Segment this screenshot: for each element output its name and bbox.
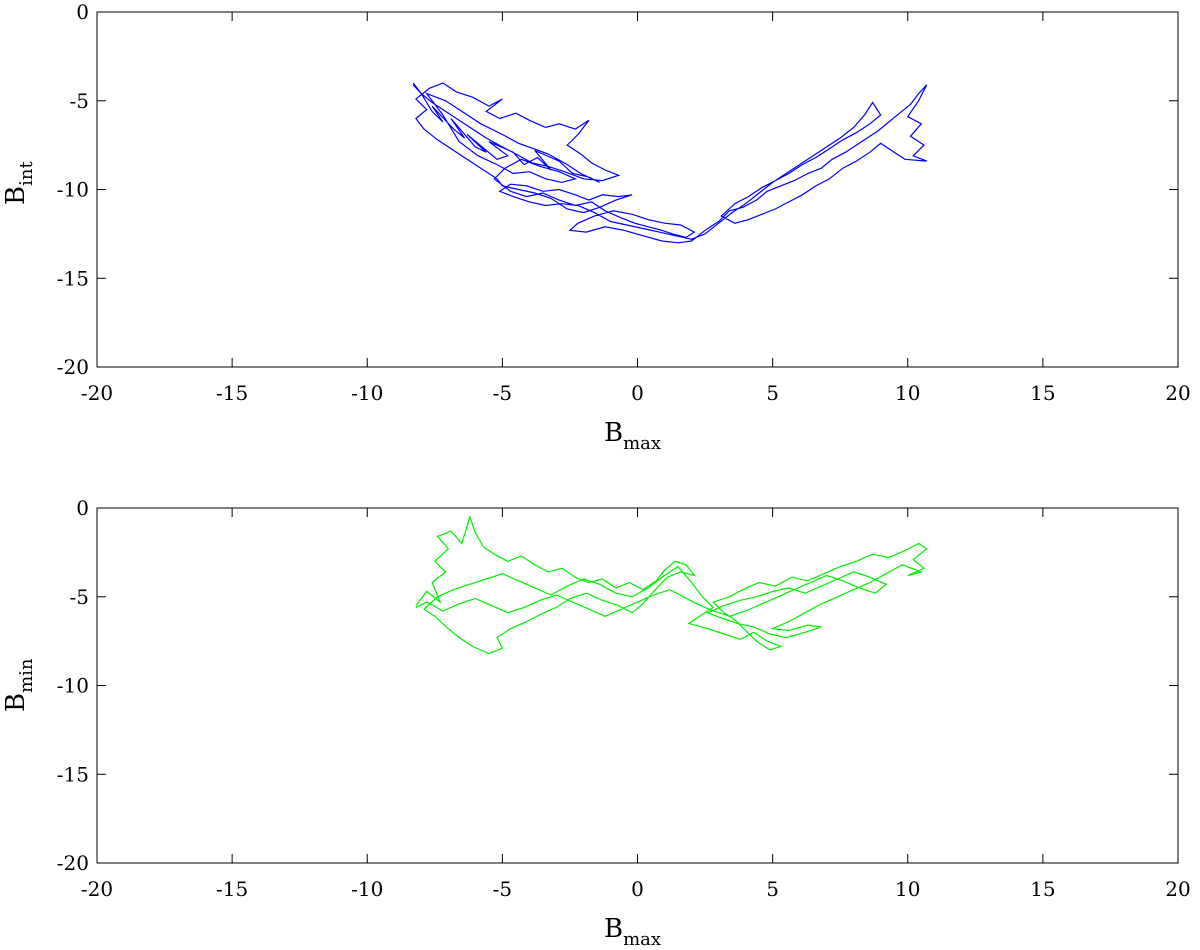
y-tick-label: 0 [76, 496, 89, 520]
x-ticks-bottom: -20 -15 -10 -5 0 5 10 15 20 [81, 508, 1191, 901]
x-axis-label-bottom: Bmax [604, 914, 661, 950]
x-tick-label: 5 [766, 381, 779, 405]
x-tick-label: 5 [766, 877, 779, 901]
x-tick-label: -15 [216, 877, 248, 901]
y-tick-label: -20 [57, 355, 89, 379]
x-tick-label: -5 [493, 877, 512, 901]
y-axis-label-bottom: Bmin [1, 658, 37, 712]
y-ticks-top: 0 -5 -10 -15 -20 [57, 0, 1178, 379]
chart-bottom: 0 -5 -10 -15 -20 -20 -15 -10 -5 0 5 10 15 20 Bmax Bm… [1, 496, 1191, 950]
x-ticks-top: -20 -15 -10 -5 0 5 10 15 20 [81, 12, 1191, 405]
x-tick-label: 20 [1165, 381, 1190, 405]
x-tick-label: 0 [631, 877, 644, 901]
x-tick-label: 0 [631, 381, 644, 405]
x-tick-label: 10 [895, 877, 920, 901]
y-ticks-bottom: 0 -5 -10 -15 -20 [57, 496, 1178, 875]
x-tick-label: 15 [1030, 381, 1055, 405]
x-tick-label: -5 [493, 381, 512, 405]
chart-top: 0 -5 -10 -15 -20 -20 -15 -10 -5 0 5 10 15 20 Bmax Bi… [1, 0, 1191, 454]
plot-frame-bottom [96, 507, 1179, 864]
x-tick-label: 15 [1030, 877, 1055, 901]
x-tick-label: 20 [1165, 877, 1190, 901]
y-axis-label-top: Bint [1, 161, 37, 205]
y-tick-label: -5 [70, 585, 89, 609]
y-tick-label: -15 [57, 762, 89, 786]
y-tick-label: -10 [57, 674, 89, 698]
x-tick-label: -10 [351, 877, 383, 901]
y-tick-label: -5 [70, 89, 89, 113]
x-axis-label-top: Bmax [604, 418, 661, 454]
y-tick-label: 0 [76, 0, 89, 24]
x-tick-label: -20 [81, 381, 113, 405]
x-tick-label: -20 [81, 877, 113, 901]
y-tick-label: -20 [57, 851, 89, 875]
x-tick-label: -10 [351, 381, 383, 405]
y-tick-label: -10 [57, 178, 89, 202]
data-trace-bmin [415, 514, 928, 655]
plot-frame-top [96, 11, 1179, 368]
x-tick-label: -15 [216, 381, 248, 405]
data-trace-bint [412, 82, 928, 244]
y-tick-label: -15 [57, 266, 89, 290]
x-tick-label: 10 [895, 381, 920, 405]
